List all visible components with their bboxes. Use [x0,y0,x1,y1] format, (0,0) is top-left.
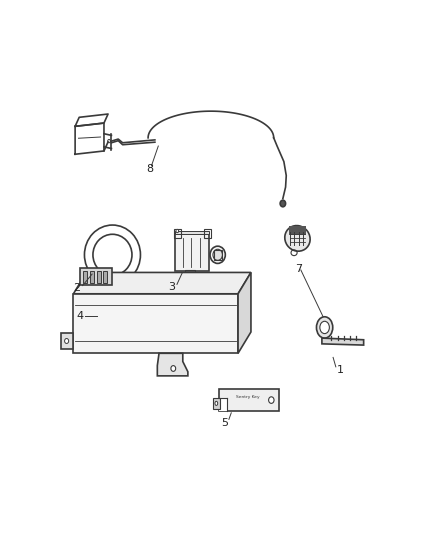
Text: 7: 7 [296,264,303,274]
Bar [289,226,306,235]
Text: 5: 5 [221,418,228,427]
Bar [60,333,74,349]
Ellipse shape [285,225,310,251]
Text: Sentry Key: Sentry Key [237,395,260,399]
Bar [175,231,209,235]
Ellipse shape [215,401,218,406]
Polygon shape [74,294,238,353]
Text: 1: 1 [336,365,343,375]
Bar [219,399,227,411]
Text: 4: 4 [77,311,84,321]
Bar [90,271,94,283]
Ellipse shape [280,200,286,207]
Ellipse shape [93,235,132,276]
Bar [174,229,181,238]
Ellipse shape [317,317,333,338]
Ellipse shape [171,366,176,372]
Polygon shape [322,338,364,345]
Bar [214,250,222,260]
Bar [103,271,107,283]
Text: 3: 3 [168,282,175,292]
Polygon shape [74,272,251,294]
Bar [80,269,112,285]
Ellipse shape [213,249,223,260]
Polygon shape [157,353,188,376]
Ellipse shape [64,338,69,343]
Ellipse shape [210,246,225,263]
Bar [96,271,101,283]
Bar [204,229,211,238]
Ellipse shape [176,229,179,232]
Polygon shape [238,272,251,353]
Bar [219,390,279,411]
Text: 2: 2 [73,282,81,293]
Ellipse shape [320,321,329,334]
Bar [185,270,195,282]
Text: 8: 8 [146,164,153,174]
Bar [83,271,87,283]
Bar [212,399,220,409]
Bar [175,235,209,271]
Ellipse shape [268,397,274,403]
